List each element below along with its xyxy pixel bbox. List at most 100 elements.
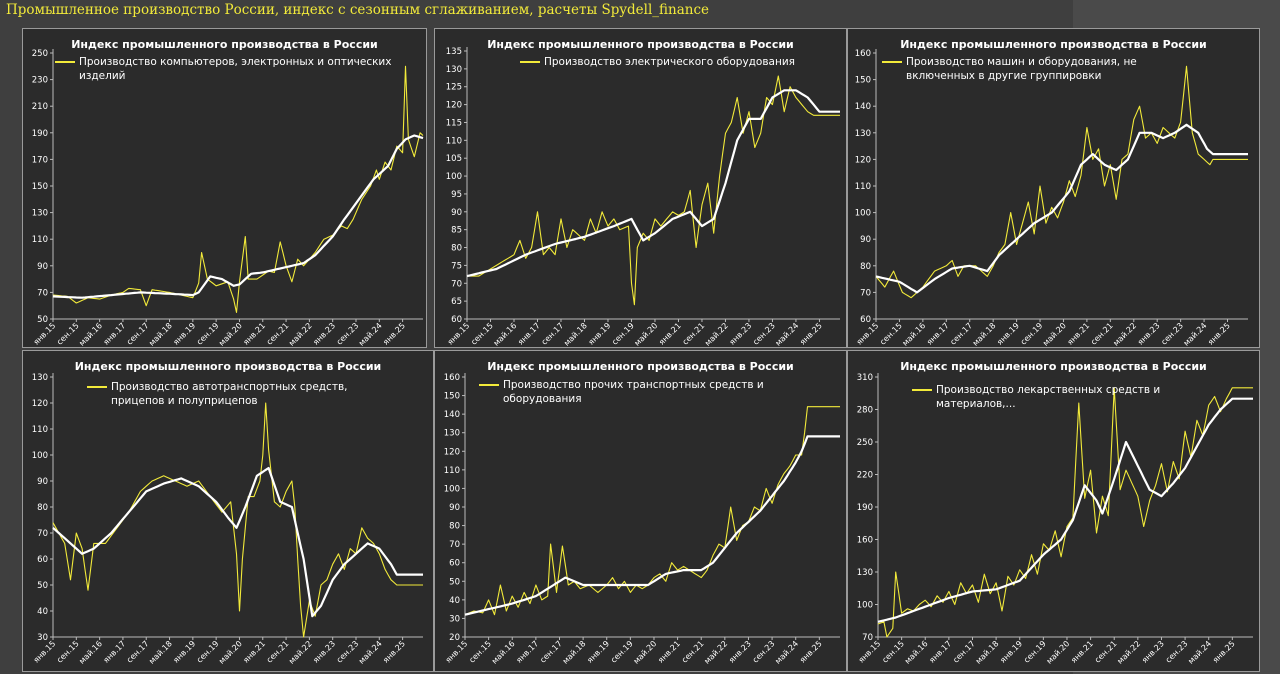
y-tick-label: 190: [857, 503, 873, 513]
x-tick-label: янв.19: [171, 321, 197, 347]
y-tick-label: 110: [446, 136, 462, 146]
legend-swatch-icon: [55, 61, 75, 63]
y-tick-label: 250: [32, 49, 48, 59]
y-tick-label: 190: [32, 129, 48, 139]
y-tick-label: 280: [857, 406, 873, 416]
y-tick-label: 95: [451, 190, 462, 200]
x-tick-label: сен.23: [751, 321, 777, 347]
chart-svg: 30405060708090100110120130янв.15сен.15ма…: [32, 373, 423, 666]
legend-label: Производство автотранспортных средств, п…: [111, 381, 348, 407]
y-tick-label: 120: [446, 101, 462, 111]
x-tick-label: янв.17: [102, 639, 128, 665]
series-line-smoothed: [466, 89, 840, 278]
x-tick-label: янв.21: [1069, 639, 1095, 665]
x-tick-label: май.20: [633, 321, 660, 347]
x-tick-label: сен.17: [948, 321, 974, 347]
x-tick-label: май.20: [632, 639, 659, 666]
x-tick-label: май.16: [77, 639, 104, 666]
x-tick-label: янв.25: [381, 639, 407, 665]
chart-panel-electrical: 60 65 70 75 80 85 90 95 100 105 110 115 120 125 130 135…: [434, 28, 847, 348]
x-tick-label: янв.25: [381, 321, 407, 347]
chart-legend: Производство автотранспортных средств, п…: [87, 380, 377, 408]
y-tick-label: 80: [37, 503, 48, 513]
y-tick-label: 50: [449, 577, 460, 587]
x-tick-label: сен.21: [1093, 639, 1119, 665]
x-tick-label: май.16: [903, 639, 930, 666]
y-tick-label: 115: [446, 118, 462, 128]
y-tick-label: 60: [37, 555, 48, 565]
series-line-raw: [464, 406, 840, 616]
x-tick-label: май.24: [1182, 321, 1209, 347]
x-tick-label: май.20: [1045, 639, 1072, 666]
x-tick-label: май.22: [287, 639, 314, 666]
x-tick-label: янв.23: [1140, 639, 1166, 665]
y-tick-label: 210: [32, 102, 48, 112]
legend-label: Производство электрического оборудования: [544, 56, 795, 68]
x-tick-label: май.22: [1115, 639, 1142, 666]
y-tick-label: 90: [37, 477, 48, 487]
x-tick-label: янв.23: [728, 321, 754, 347]
series-line-raw: [467, 75, 840, 306]
y-tick-label: 30: [449, 614, 460, 624]
x-tick-label: май.24: [1186, 639, 1213, 666]
legend-swatch-icon: [882, 61, 902, 63]
x-tick-label: май.24: [773, 639, 800, 666]
y-tick-label: 160: [444, 373, 460, 383]
x-tick-label: сен.23: [335, 321, 361, 347]
x-tick-label: сен.19: [610, 321, 636, 347]
series-line-raw: [52, 402, 423, 638]
y-tick-label: 70: [860, 288, 871, 298]
x-tick-label: май.18: [147, 639, 174, 666]
x-tick-label: май.24: [774, 321, 801, 347]
y-tick-label: 130: [446, 65, 462, 75]
y-tick-label: 100: [855, 209, 871, 219]
x-tick-label: сен.17: [540, 321, 566, 347]
y-tick-label: 110: [855, 182, 871, 192]
chart-svg: 20 30 40 50 60 70 80 90 100 110 120 130 140 150 160 янв…: [444, 373, 840, 666]
y-tick-label: 135: [446, 47, 462, 57]
x-tick-label: янв.21: [241, 639, 267, 665]
y-tick-label: 220: [857, 471, 873, 481]
y-tick-label: 100: [32, 451, 48, 461]
y-tick-label: 230: [32, 76, 48, 86]
y-tick-label: 90: [449, 503, 460, 513]
y-tick-label: 100: [857, 601, 873, 611]
chart-panel-computers: 50 70 90 110 130 150 170 190 210 230 250 янв.15 сен.…: [22, 28, 427, 348]
x-tick-label: май.18: [974, 639, 1001, 666]
y-tick-label: 310: [857, 373, 873, 383]
x-tick-label: янв.17: [925, 321, 951, 347]
x-tick-label: янв.17: [927, 639, 953, 665]
y-tick-label: 60: [451, 315, 462, 325]
x-tick-label: сен.23: [1159, 321, 1185, 347]
legend-swatch-icon: [912, 389, 932, 391]
chart-panel-automotive: 30 40 50 60 70 80 90 100 110 120 130 янв.15 сен.15 ма…: [22, 350, 434, 672]
y-tick-label: 250: [857, 438, 873, 448]
x-tick-label: янв.21: [656, 639, 682, 665]
chart-svg: 60 65 70 75 80 85 90 95 100 105 110 115 120 125 130 135…: [446, 47, 840, 347]
chart-title: Индекс промышленного производства в Росс…: [74, 360, 382, 373]
x-tick-label: янв.23: [1136, 321, 1162, 347]
y-tick-label: 130: [32, 373, 48, 383]
x-tick-label: сен.23: [335, 639, 361, 665]
x-tick-label: сен.17: [538, 639, 564, 665]
y-tick-label: 140: [444, 410, 460, 420]
y-tick-label: 110: [32, 425, 48, 435]
y-tick-label: 70: [449, 540, 460, 550]
x-tick-label: май.18: [562, 321, 589, 347]
y-tick-label: 150: [32, 182, 48, 192]
x-tick-label: сен.15: [878, 321, 904, 347]
y-tick-label: 80: [860, 262, 871, 272]
y-tick-label: 70: [862, 633, 873, 643]
x-tick-label: янв.21: [1066, 321, 1092, 347]
y-tick-label: 130: [444, 429, 460, 439]
chart-panel-other-transport: 20 30 40 50 60 70 80 90 100 110 120 130 140 150 160 янв…: [434, 350, 847, 672]
y-tick-label: 60: [449, 559, 460, 569]
x-tick-label: сен.15: [469, 321, 495, 347]
y-tick-label: 100: [444, 484, 460, 494]
legend-swatch-icon: [520, 61, 540, 63]
x-tick-label: май.16: [490, 639, 517, 666]
x-tick-label: сен.15: [880, 639, 906, 665]
y-tick-label: 140: [855, 102, 871, 112]
y-tick-label: 70: [37, 288, 48, 298]
y-tick-label: 20: [449, 633, 460, 643]
